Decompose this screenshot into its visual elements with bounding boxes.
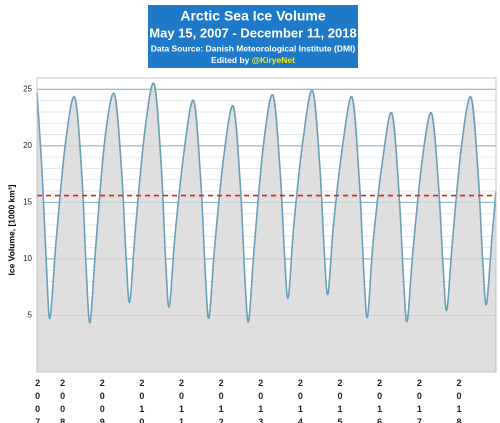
area bbox=[37, 83, 496, 372]
credit: Edited by @KiryeNet bbox=[211, 55, 295, 65]
y-axis-label: Ice Volume, [1000 km³] bbox=[6, 184, 16, 275]
x-tick-label: 2017 bbox=[414, 378, 424, 423]
x-tick-label: 2008 bbox=[58, 378, 68, 423]
x-tick-label: 2009 bbox=[97, 378, 107, 423]
x-tick-label: 2014 bbox=[295, 378, 305, 423]
chart-title: Arctic Sea Ice Volume bbox=[180, 8, 325, 24]
source: Data Source: Danish Meteorological Insti… bbox=[151, 43, 356, 53]
chart-subtitle: May 15, 2007 - December 11, 2018 bbox=[149, 25, 356, 40]
x-tick-label: 2012 bbox=[216, 378, 226, 423]
x-tick-label: 2007 bbox=[33, 378, 43, 423]
x-tick-label: 2018 bbox=[454, 378, 464, 423]
y-tick-label: 5 bbox=[28, 311, 33, 320]
x-tick-label: 2013 bbox=[256, 378, 266, 423]
x-tick-label: 2011 bbox=[177, 378, 187, 423]
x-tick-label: 2016 bbox=[375, 378, 385, 423]
header-box bbox=[148, 5, 358, 68]
credit-prefix: Edited by bbox=[211, 55, 250, 65]
x-tick-label: 2010 bbox=[137, 378, 147, 423]
y-tick-label: 15 bbox=[23, 197, 32, 206]
plot-frame bbox=[36, 77, 497, 373]
x-tick-label: 2015 bbox=[335, 378, 345, 423]
y-tick-label: 20 bbox=[23, 141, 32, 150]
y-tick-label: 25 bbox=[23, 84, 32, 93]
credit-handle: @KiryeNet bbox=[252, 55, 295, 65]
y-tick-label: 10 bbox=[23, 254, 32, 263]
line bbox=[36, 82, 497, 324]
